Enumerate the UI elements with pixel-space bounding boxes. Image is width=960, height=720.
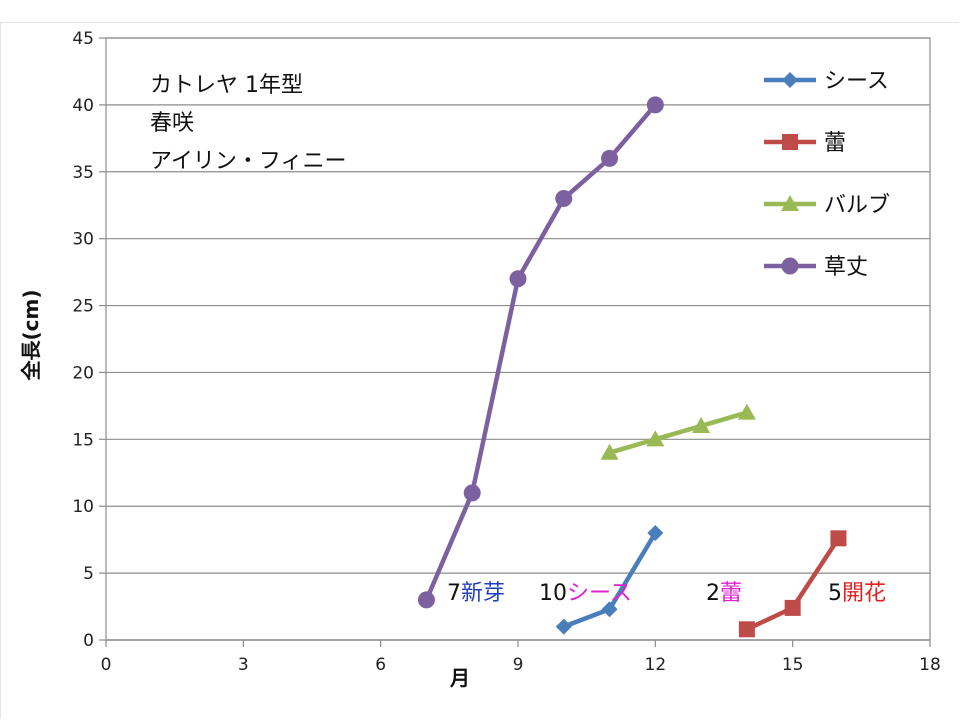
annotation-bud-word: 蕾 (720, 581, 742, 606)
y-axis-title: 全長(cm) (19, 290, 43, 382)
marker-triangle (737, 403, 756, 420)
y-tick-label: 25 (72, 297, 94, 317)
x-tick-label: 15 (782, 655, 804, 675)
x-axis-title: 月 (449, 666, 470, 690)
marker-circle (601, 149, 619, 167)
marker-square (830, 530, 847, 547)
annotation-sheath-word: シース (567, 581, 632, 606)
annotation-shinga-word: 新芽 (461, 581, 505, 606)
legend-label: バルブ (824, 193, 890, 218)
marker-diamond (601, 601, 618, 618)
marker-square (782, 134, 798, 150)
annotation-sheath-num: 10 (539, 581, 567, 606)
plot-border (105, 37, 931, 641)
marker-square (784, 599, 801, 616)
y-tick-label: 0 (83, 631, 94, 651)
y-tick-label: 15 (72, 430, 94, 450)
title-line-2: 春咲 (150, 111, 194, 136)
x-tick-label: 12 (645, 655, 667, 675)
grid (106, 37, 930, 574)
series-diamond (555, 524, 664, 635)
annotation-shinga: 7新芽 (447, 581, 505, 606)
marker-triangle (692, 416, 711, 433)
marker-circle (781, 257, 799, 275)
y-tick-label: 45 (72, 29, 94, 49)
marker-diamond (647, 524, 664, 541)
series-line (424, 103, 658, 601)
legend-label: 蕾 (824, 131, 846, 156)
series-line (608, 410, 748, 455)
annotation-bloom-word: 開花 (842, 581, 886, 606)
series-square (738, 530, 847, 638)
marker-triangle (646, 430, 665, 447)
legend-label: 草丈 (824, 255, 868, 280)
marker-circle (417, 591, 435, 609)
title-line-1: カトレヤ 1年型 (150, 73, 303, 98)
marker-triangle (600, 443, 619, 460)
y-tick-label: 5 (83, 564, 94, 584)
y-tick-label: 10 (72, 497, 94, 517)
marker-circle (463, 484, 481, 502)
x-tick-label: 3 (238, 655, 249, 675)
series-layer (417, 96, 847, 638)
series-triangle (600, 403, 756, 460)
x-tick-label: 18 (919, 655, 941, 675)
annotation-bloom-num: 5 (828, 581, 842, 606)
marker-diamond (782, 72, 798, 88)
annotation-bud: 2蕾 (706, 581, 742, 606)
annotation-shinga-num: 7 (447, 581, 461, 606)
marker-circle (555, 190, 573, 208)
y-tick-label: 30 (72, 230, 94, 250)
x-tick-label: 9 (513, 655, 524, 675)
chart-frame (0, 22, 959, 719)
x-tick-label: 0 (101, 655, 112, 675)
marker-square (738, 621, 755, 638)
marker-triangle (781, 195, 799, 211)
y-tick-label: 35 (72, 163, 94, 183)
marker-circle (646, 96, 664, 114)
y-tick-label: 40 (72, 96, 94, 116)
marker-diamond (555, 618, 572, 635)
annotation-bloom: 5開花 (828, 581, 886, 606)
x-tick-label: 6 (375, 655, 386, 675)
series-circle (417, 96, 664, 609)
y-tick-label: 20 (72, 363, 94, 383)
title-line-3: アイリン・フィニー (150, 149, 346, 174)
marker-circle (509, 270, 527, 288)
annotation-bud-num: 2 (706, 581, 720, 606)
annotation-sheath: 10シース (539, 581, 632, 606)
legend-label: シース (824, 69, 889, 94)
